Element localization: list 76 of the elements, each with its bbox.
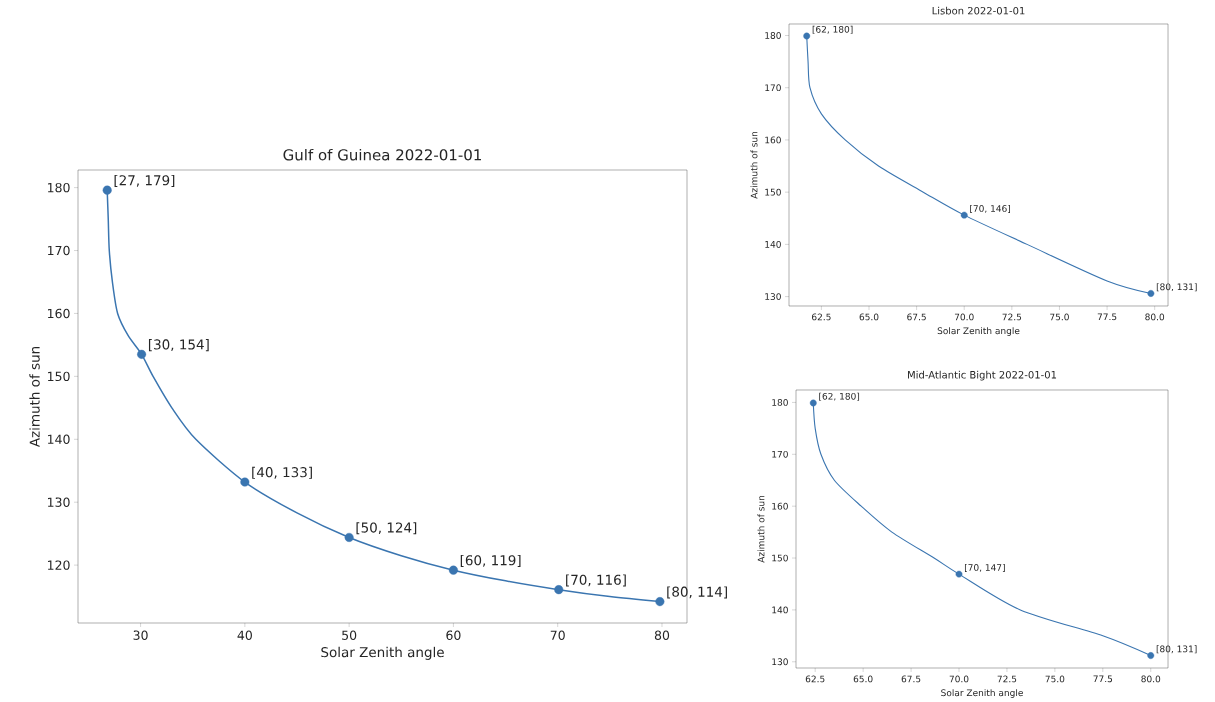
y-tick-label: 180 [772,399,788,406]
x-tick-label: 70.0 [954,313,974,321]
x-tick-label: 67.5 [907,313,926,321]
x-tick-label: 80.0 [1141,675,1161,683]
y-tick-label: 160 [772,502,788,510]
y-tick-label: 140 [772,606,788,614]
point [554,585,564,595]
x-tick-label: 70 [550,630,565,640]
y-tick-label: 120 [48,560,70,570]
x-tick-label: 65.0 [859,313,879,321]
y-tick-label: 150 [48,371,70,382]
x-tick-label: 80.0 [1145,313,1165,321]
x-tick-label: 75.0 [1045,675,1065,683]
y-tick-label: 180 [48,182,70,193]
y-tick-label: 130 [772,658,788,666]
data-label: [80, 131] [1156,645,1197,654]
y-tick-label: 130 [48,497,70,507]
data-label: [62, 180] [819,392,860,401]
point [960,211,968,219]
x-tick-label: 62.5 [805,675,825,683]
x-tick-label: 40 [237,630,252,640]
point [803,32,811,40]
data-label: [70, 146] [970,204,1011,213]
y-tick-label: 170 [772,450,788,458]
y-tick-label: 150 [765,188,781,196]
data-label: [70, 116] [566,574,626,587]
point [1147,652,1155,659]
y-tick-label: 130 [765,293,781,300]
x-axis-title: Solar Zenith angle [321,646,444,660]
point [448,565,458,575]
y-tick-label: 160 [48,308,70,319]
y-tick-label: 180 [765,32,781,39]
x-tick-label: 75.0 [1050,313,1069,321]
y-axis-title: Azimuth of sun [750,131,758,199]
x-tick-label: 60 [446,630,461,640]
data-label: [70, 147] [964,563,1005,572]
x-tick-label: 72.5 [997,675,1017,683]
x-tick-label: 65.0 [853,675,873,683]
x-tick-label: 62.5 [811,313,831,321]
x-tick-label: 80 [654,630,670,640]
point [655,597,665,607]
point [240,477,250,487]
chart-title: Mid-Atlantic Bight 2022-01-01 [908,370,1057,381]
y-tick-label: 140 [48,434,70,444]
y-axis-title: Azimuth of sun [757,495,765,563]
y-tick-label: 170 [765,84,781,92]
data-label: [80, 114] [667,586,727,599]
y-axis-title: Azimuth of sun [29,346,40,448]
x-tick-label: 70.0 [949,675,969,683]
point [102,185,112,195]
x-tick-label: 30 [133,630,148,640]
x-tick-label: 77.5 [1097,313,1117,321]
data-label: [80, 131] [1156,283,1197,292]
x-axis-title: Solar Zenith angle [941,689,1023,698]
data-label: [50, 124] [356,522,417,535]
y-tick-label: 160 [765,136,781,144]
x-tick-label: 50 [342,630,357,640]
y-tick-label: 140 [765,240,781,248]
x-tick-label: 72.5 [1002,313,1022,321]
data-label: [30, 154] [148,339,209,352]
data-label: [60, 119] [460,554,521,567]
point [1147,290,1155,297]
chart-title: Gulf of Guinea 2022-01-01 [283,148,481,161]
y-tick-label: 170 [48,245,70,256]
point [955,570,963,578]
data-label: [62, 180] [812,25,853,34]
x-tick-label: 77.5 [1093,675,1113,683]
point [809,399,817,407]
chart-title: Lisbon 2022-01-01 [932,6,1025,15]
x-axis-title: Solar Zenith angle [937,327,1020,336]
data-label: [40, 133] [252,466,312,479]
x-tick-label: 67.5 [901,675,921,683]
point [137,349,147,359]
y-tick-label: 150 [772,554,788,562]
data-label: [27, 179] [114,174,175,187]
point [344,532,354,542]
